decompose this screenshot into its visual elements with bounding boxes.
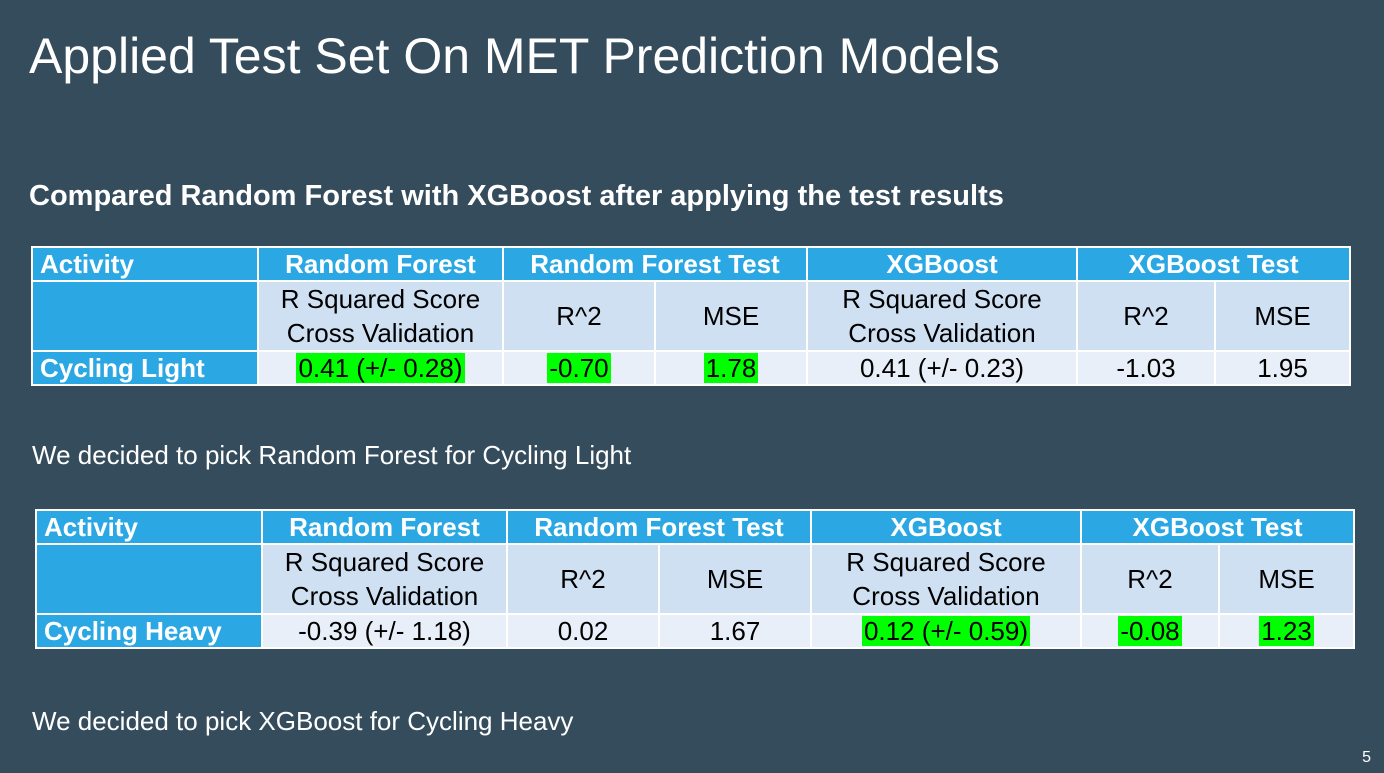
table-header-row: Activity Random Forest Random Forest Tes… [35, 509, 1356, 545]
subheader-rf-test-r2: R^2 [502, 280, 656, 352]
results-table-cycling-light: Activity Random Forest Random Forest Tes… [31, 246, 1352, 386]
header-xgboost-test: XGBoost Test [1079, 509, 1356, 545]
cell-rf-cv: -0.39 (+/- 1.18) [261, 613, 508, 649]
highlighted-value: -0.08 [1118, 615, 1182, 646]
header-xgboost-test: XGBoost Test [1075, 246, 1352, 282]
conclusion-cycling-heavy: We decided to pick XGBoost for Cycling H… [32, 706, 574, 736]
subheader-rf-cv: R Squared Score Cross Validation [257, 280, 504, 352]
subheader-xgb-test-mse: MSE [1213, 280, 1352, 352]
header-random-forest-test: Random Forest Test [502, 246, 808, 282]
table-subheader-row: R Squared Score Cross Validation R^2 MSE… [35, 543, 1356, 615]
row-activity: Cycling Light [31, 350, 259, 386]
cell-xgb-r2: -0.08 [1080, 613, 1220, 649]
cell-rf-mse: 1.67 [658, 613, 812, 649]
subheader-rf-cv: R Squared Score Cross Validation [261, 543, 508, 615]
cell-rf-r2: 0.02 [506, 613, 660, 649]
subheader-xgb-cv: R Squared Score Cross Validation [810, 543, 1082, 615]
page-number: 5 [1362, 749, 1371, 766]
slide-subtitle: Compared Random Forest with XGBoost afte… [29, 180, 1004, 212]
subheader-xgb-test-r2: R^2 [1080, 543, 1220, 615]
subheader-rf-test-mse: MSE [658, 543, 812, 615]
highlighted-value: 0.12 (+/- 0.59) [861, 615, 1031, 646]
results-table-cycling-heavy: Activity Random Forest Random Forest Tes… [35, 509, 1356, 649]
row-activity: Cycling Heavy [35, 613, 263, 649]
subheader-blank [35, 543, 263, 615]
header-random-forest-test: Random Forest Test [506, 509, 812, 545]
header-xgboost: XGBoost [810, 509, 1082, 545]
cell-rf-r2: -0.70 [502, 350, 656, 386]
header-random-forest: Random Forest [261, 509, 508, 545]
cell-xgb-cv: 0.41 (+/- 0.23) [806, 350, 1078, 386]
cell-rf-cv: 0.41 (+/- 0.28) [257, 350, 504, 386]
subheader-xgb-cv: R Squared Score Cross Validation [806, 280, 1078, 352]
conclusion-cycling-light: We decided to pick Random Forest for Cyc… [32, 440, 632, 470]
cell-xgb-cv: 0.12 (+/- 0.59) [810, 613, 1082, 649]
table-header-row: Activity Random Forest Random Forest Tes… [31, 246, 1352, 282]
header-xgboost: XGBoost [806, 246, 1078, 282]
highlighted-value: 1.23 [1259, 615, 1314, 646]
slide-title: Applied Test Set On MET Prediction Model… [29, 28, 1000, 84]
table-subheader-row: R Squared Score Cross Validation R^2 MSE… [31, 280, 1352, 352]
subheader-rf-test-mse: MSE [654, 280, 808, 352]
header-activity: Activity [31, 246, 259, 282]
subheader-rf-test-r2: R^2 [506, 543, 660, 615]
header-random-forest: Random Forest [257, 246, 504, 282]
highlighted-value: 0.41 (+/- 0.28) [296, 352, 465, 383]
subheader-blank [31, 280, 259, 352]
table-row: Cycling Heavy -0.39 (+/- 1.18) 0.02 1.67… [35, 613, 1356, 649]
highlighted-value: 1.78 [703, 352, 759, 383]
table-row: Cycling Light 0.41 (+/- 0.28) -0.70 1.78… [31, 350, 1352, 386]
subheader-xgb-test-r2: R^2 [1076, 280, 1216, 352]
cell-xgb-r2: -1.03 [1076, 350, 1216, 386]
cell-xgb-mse: 1.95 [1213, 350, 1352, 386]
subheader-xgb-test-mse: MSE [1217, 543, 1356, 615]
cell-rf-mse: 1.78 [654, 350, 808, 386]
cell-xgb-mse: 1.23 [1217, 613, 1356, 649]
highlighted-value: -0.70 [547, 352, 611, 383]
header-activity: Activity [35, 509, 263, 545]
